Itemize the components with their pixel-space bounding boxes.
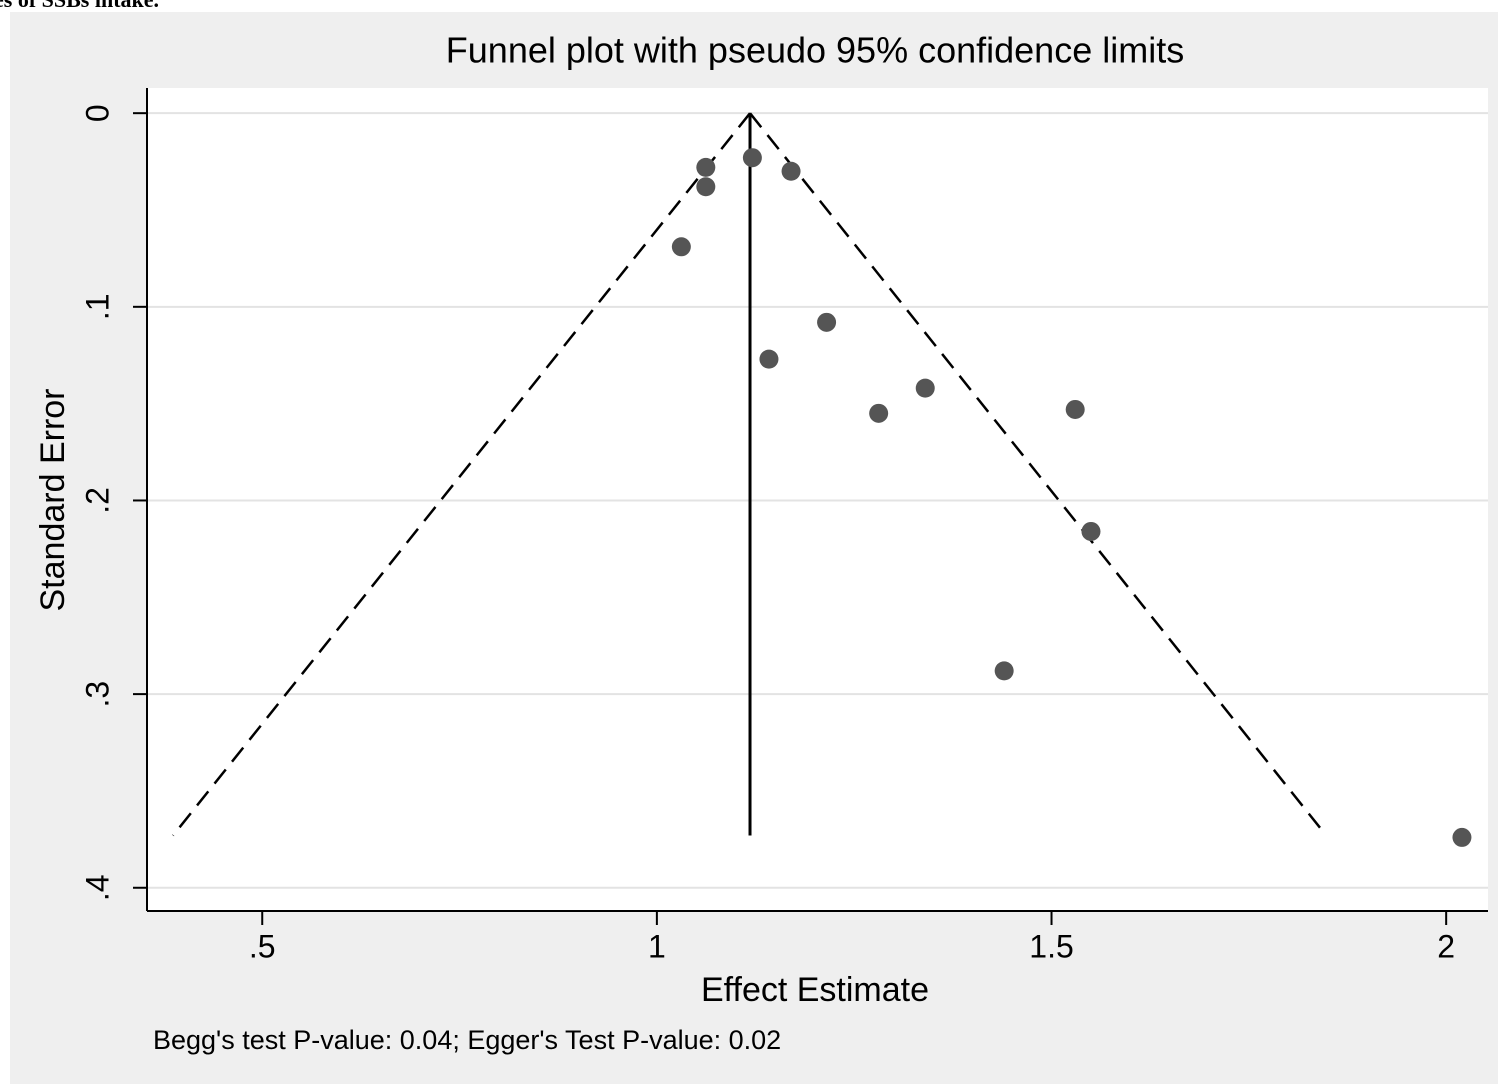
funnel-upper-limit: [749, 112, 1328, 837]
data-point: [759, 349, 779, 369]
data-point: [696, 157, 716, 177]
caption: es of SSBs intake.: [0, 0, 159, 12]
x-tick-label: 1.5: [1029, 928, 1073, 964]
data-point: [994, 661, 1014, 681]
data-point: [1452, 827, 1472, 847]
x-tick-label: 2: [1437, 928, 1455, 964]
funnel-lower-limit: [172, 112, 751, 837]
data-point: [742, 148, 762, 168]
x-axis-label: Effect Estimate: [701, 971, 929, 1009]
x-tick-label: .5: [249, 928, 276, 964]
data-point: [1065, 399, 1085, 419]
data-point: [1081, 521, 1101, 541]
data-point: [869, 403, 889, 423]
y-tick-label: .2: [79, 487, 115, 514]
data-point: [915, 378, 935, 398]
y-axis-label: Standard Error: [34, 389, 72, 612]
chart-title: Funnel plot with pseudo 95% confidence l…: [446, 30, 1184, 71]
y-tick-label: .1: [79, 293, 115, 320]
data-point: [817, 312, 837, 332]
note: Begg's test P-value: 0.04; Egger's Test …: [153, 1025, 781, 1055]
x-tick-label: 1: [648, 928, 666, 964]
y-tick-label: .3: [79, 681, 115, 708]
data-point: [696, 177, 716, 197]
data-point: [781, 161, 801, 181]
y-tick-label: .4: [79, 874, 115, 901]
y-tick-label: 0: [79, 104, 115, 122]
data-point: [671, 237, 691, 257]
